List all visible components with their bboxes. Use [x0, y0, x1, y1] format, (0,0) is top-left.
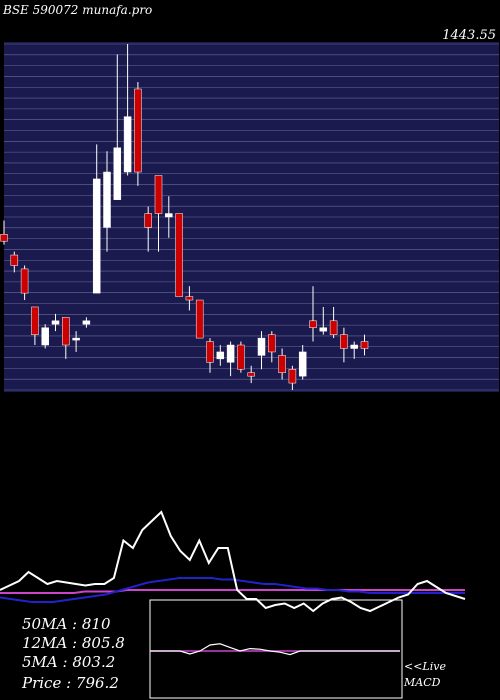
candle-body — [72, 337, 80, 341]
candle-body — [154, 175, 163, 214]
candle-body — [226, 344, 235, 363]
candle-body — [175, 213, 183, 297]
candle-body — [288, 368, 297, 384]
candle-body — [10, 254, 19, 266]
candle-body — [123, 116, 132, 173]
candle-body — [51, 320, 60, 325]
candle-body — [103, 171, 111, 228]
ma-violet-line — [0, 589, 465, 594]
ma50-label: 50MA : 810 — [22, 615, 111, 633]
candle-body — [82, 320, 91, 325]
ma-white-line — [0, 510, 466, 613]
candle-body — [113, 147, 122, 200]
candle-body — [144, 213, 152, 228]
candle-body — [216, 351, 225, 360]
candle-body — [20, 268, 29, 294]
ma5-label: 5MA : 803.2 — [22, 653, 115, 671]
price-gridlines — [4, 43, 499, 391]
candle-body — [278, 355, 286, 373]
candle-body — [319, 327, 328, 332]
candle-body — [298, 351, 307, 377]
macd-label: MACD — [403, 676, 441, 689]
macd-live-label: <<Live — [404, 660, 446, 673]
top-price-label: 1443.55 — [442, 28, 496, 43]
candle-body — [31, 306, 39, 335]
candle-body — [195, 299, 204, 339]
candle-body — [165, 213, 173, 218]
chart-title: BSE 590072 munafa.pro — [2, 3, 152, 17]
candle-body — [247, 372, 255, 377]
macd-lines — [150, 643, 400, 656]
candle-body — [206, 341, 214, 363]
candle-body — [309, 320, 317, 328]
candle-body — [268, 334, 276, 353]
candlesticks — [0, 44, 369, 390]
candle-body — [237, 344, 245, 370]
candle-body — [62, 317, 70, 346]
candle-body — [41, 327, 49, 346]
candle-body — [185, 296, 194, 301]
candle-body — [360, 341, 369, 349]
candle-body — [0, 234, 8, 242]
macd-panel — [149, 599, 403, 699]
candle-body — [329, 320, 338, 335]
price-label: Price : 796.2 — [21, 674, 119, 692]
candle-body — [340, 334, 348, 349]
candle-body — [257, 337, 266, 356]
macd-line — [150, 643, 400, 656]
candle-body — [134, 88, 142, 173]
candle-body — [92, 178, 101, 294]
moving-average-lines — [0, 510, 466, 613]
ma-blue-line — [0, 577, 465, 603]
candle-body — [350, 344, 358, 349]
ma12-label: 12MA : 805.8 — [22, 634, 125, 652]
